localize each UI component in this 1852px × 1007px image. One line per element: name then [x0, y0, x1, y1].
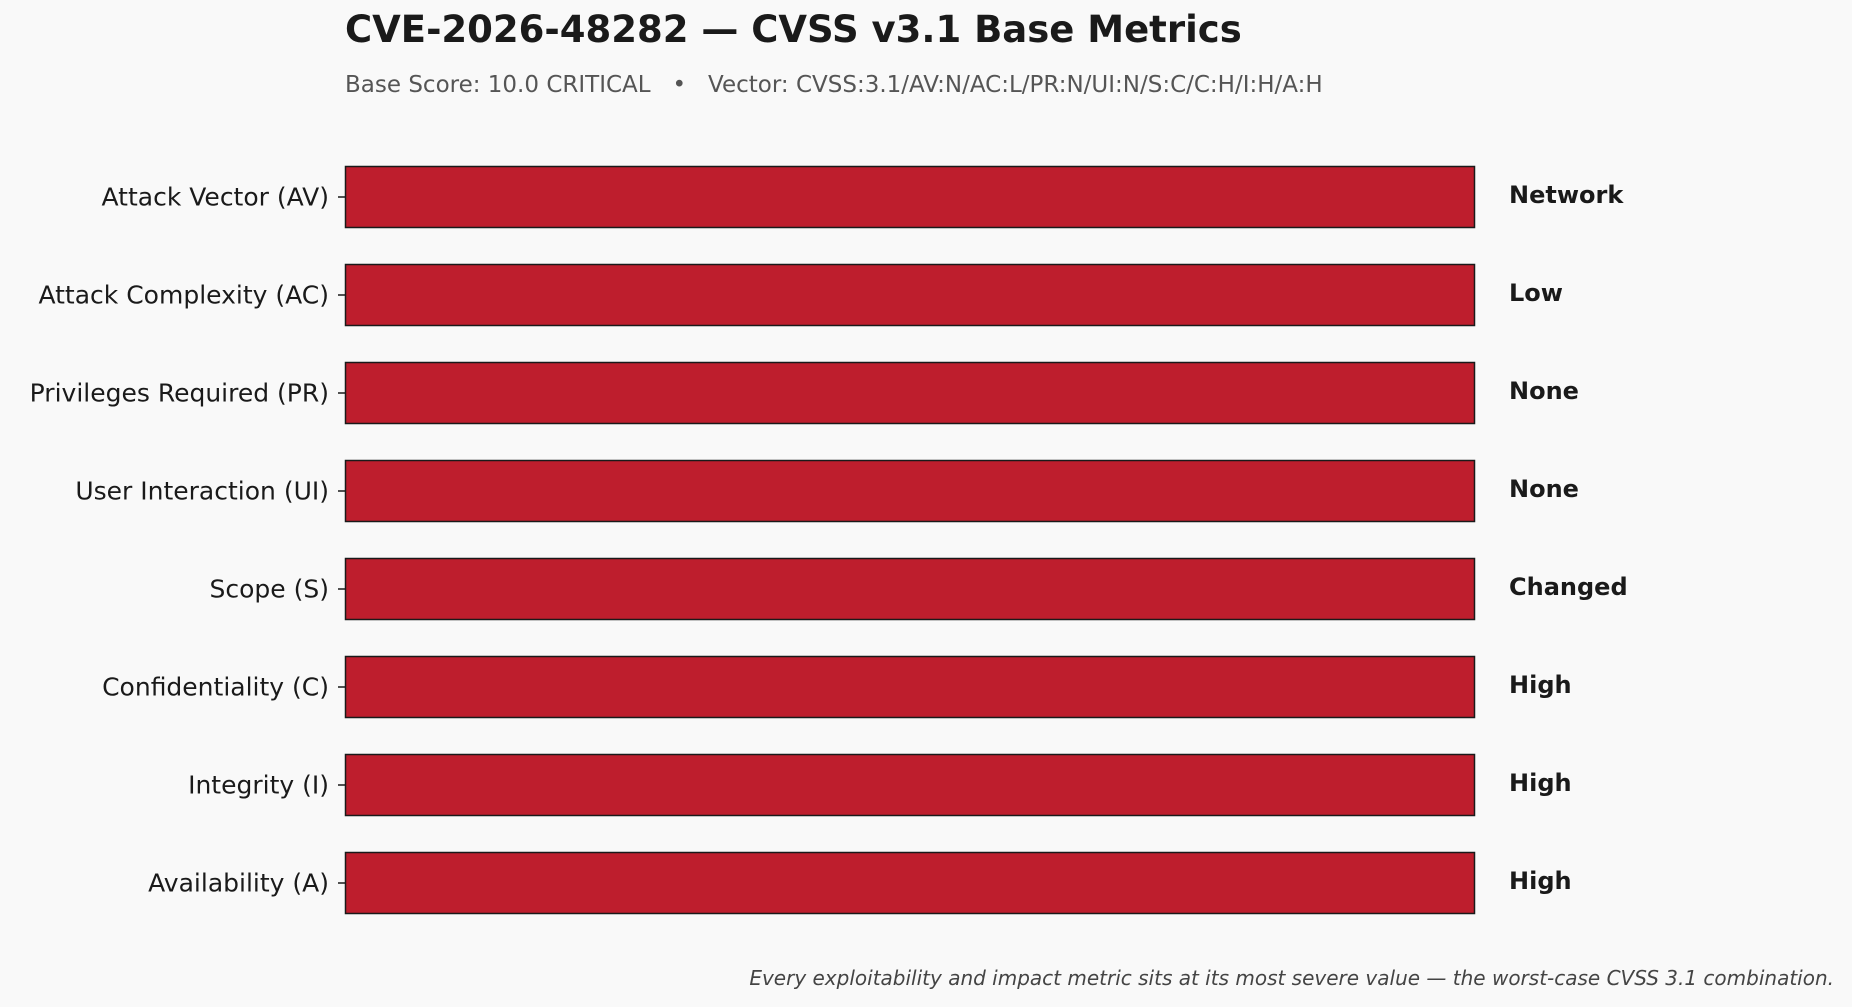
value-label-attack-complexity: Low	[1509, 279, 1563, 307]
bar-scope	[344, 557, 1476, 621]
value-label-attack-vector: Network	[1509, 181, 1624, 209]
bar-user-interaction	[344, 459, 1476, 523]
value-label-integrity: High	[1509, 769, 1572, 797]
bar-attack-vector	[344, 165, 1476, 229]
bars-layer: Attack Vector (AV) Network Attack Complexi…	[30, 165, 1628, 915]
bar-confidentiality	[344, 655, 1476, 719]
y-tick-label-availability: Availability (A)	[148, 869, 329, 898]
value-label-availability: High	[1509, 867, 1572, 895]
y-tick-label-user-interaction: User Interaction (UI)	[75, 477, 329, 506]
bar-attack-complexity	[344, 263, 1476, 327]
value-label-scope: Changed	[1509, 573, 1628, 601]
chart-title: CVE-2026-48282 — CVSS v3.1 Base Metrics	[345, 8, 1242, 51]
value-label-privileges-required: None	[1509, 377, 1579, 405]
y-tick-label-attack-complexity: Attack Complexity (AC)	[38, 281, 329, 310]
chart-subtitle: Base Score: 10.0 CRITICAL • Vector: CVSS…	[345, 72, 1323, 98]
bar-availability	[344, 851, 1476, 915]
y-tick-label-attack-vector: Attack Vector (AV)	[102, 183, 329, 212]
bar-privileges-required	[344, 361, 1476, 425]
value-label-user-interaction: None	[1509, 475, 1579, 503]
y-tick-label-scope: Scope (S)	[210, 575, 329, 604]
y-tick-label-integrity: Integrity (I)	[188, 771, 329, 800]
chart-footnote: Every exploitability and impact metric s…	[749, 966, 1834, 990]
y-tick-label-confidentiality: Confidentiality (C)	[102, 673, 329, 702]
y-tick-label-privileges-required: Privileges Required (PR)	[30, 379, 329, 408]
bar-integrity	[344, 753, 1476, 817]
value-label-confidentiality: High	[1509, 671, 1572, 699]
